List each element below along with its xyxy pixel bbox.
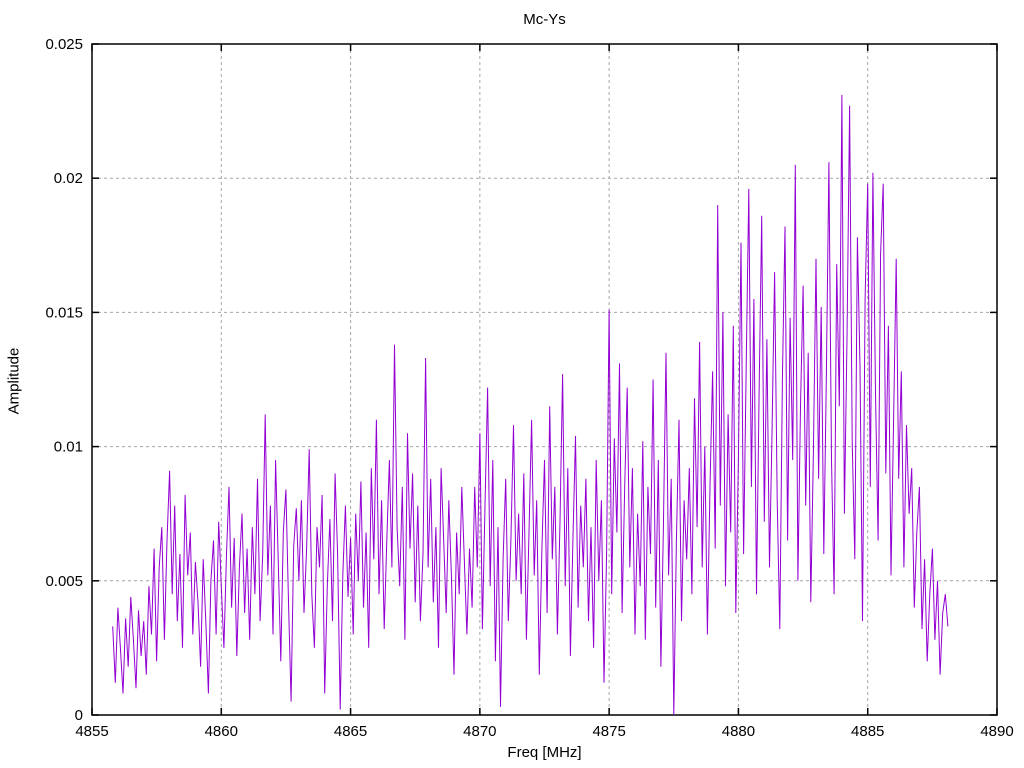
x-tick-label: 4885 <box>851 723 884 740</box>
x-tick-label: 4860 <box>205 723 238 740</box>
y-tick-label: 0.005 <box>45 573 83 590</box>
y-tick-label: 0.02 <box>54 170 83 187</box>
y-tick-label: 0.01 <box>54 439 83 456</box>
chart-title: Mc-Ys <box>523 11 566 28</box>
y-tick-label: 0.025 <box>45 36 83 53</box>
x-tick-label: 4890 <box>980 723 1013 740</box>
x-tick-label: 4870 <box>463 723 496 740</box>
y-tick-label: 0.015 <box>45 304 83 321</box>
x-tick-label: 4865 <box>334 723 367 740</box>
x-tick-label: 4875 <box>592 723 625 740</box>
data-line <box>112 94 949 716</box>
x-tick-label: 4855 <box>75 723 108 740</box>
x-axis-title: Freq [MHz] <box>507 744 582 761</box>
plot-border <box>91 43 998 716</box>
x-tick-label: 4880 <box>722 723 755 740</box>
y-tick-label: 0 <box>75 707 83 724</box>
